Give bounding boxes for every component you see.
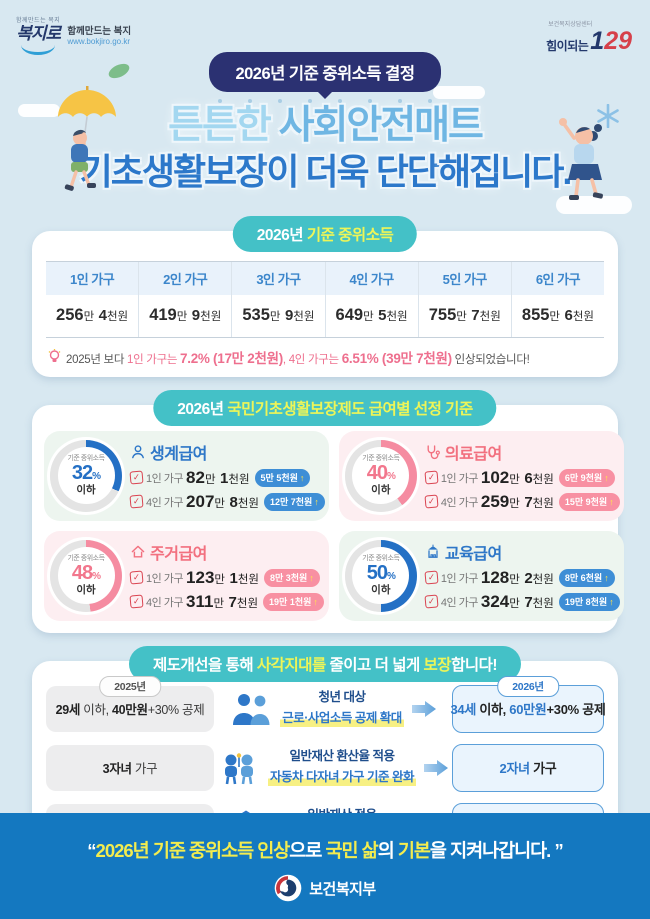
call-center-tiny-text: 보건복지상담센터 — [548, 22, 593, 28]
donut-40: 기준 중위소득 40% 이하 — [344, 439, 417, 512]
checkbox-icon: ✓ — [424, 594, 439, 609]
bokjiro-tagline: 함께만드는 복지 — [67, 25, 132, 37]
cloud-right — [556, 196, 632, 214]
benefit-box-juGeo: 기준 중위소득 48% 이하 주거급여 ✓ 1인 가구 123만 1천원 8만 … — [44, 530, 329, 621]
call-number-9: 9 — [618, 27, 632, 55]
increase-badge: 19만 1천원 ↑ — [263, 592, 324, 611]
benefit-row: ✓ 1인 가구 128만 2천원 8만 6천원 ↑ — [424, 568, 620, 588]
bokjiro-wordmark: 복지로 — [16, 24, 61, 43]
income-table: 1인 가구 256만 4천원 2인 가구 419만 9천원 3인 가구 535만… — [46, 260, 605, 338]
benefit-box-saengGye: 기준 중위소득 32% 이하 생계급여 ✓ 1인 가구 82만 1천원 5만 5… — [44, 430, 329, 521]
checkbox-icon: ✓ — [129, 494, 144, 509]
increase-badge: 5만 5천원 ↑ — [254, 468, 311, 487]
increase-badge: 6만 9천원 ↑ — [558, 468, 615, 487]
income-col-4: 4인 가구 649만 5천원 — [324, 261, 418, 337]
benefit-card-pill: 2026년 국민기초생활보장제도 급여별 선정 기준 — [153, 389, 497, 426]
headline-line1: 튼튼한 사회안전매트 — [168, 104, 484, 147]
benefit-row: ✓ 4인 가구 324만 7천원 19만 8천원 ↑ — [424, 592, 620, 612]
call-label: 힘이되는 — [546, 39, 589, 53]
children-icon — [225, 753, 254, 784]
income-increase-note: 2025년 보다 1인 가구는 7.2% (17만 2천원), 4인 가구는 6… — [48, 347, 602, 367]
footer-band: “2026년 기준 중위소득 인상으로 국민 삶의 기본을 지켜나갑니다. ” … — [0, 813, 650, 919]
checkbox-icon: ✓ — [424, 470, 439, 485]
house-icon — [131, 545, 145, 558]
benefit-box-uiRyo: 기준 중위소득 40% 이하 의료급여 ✓ 1인 가구 102만 6천원 6만 … — [338, 430, 624, 521]
increase-badge: 8만 6천원 ↑ — [558, 568, 615, 587]
income-col-5: 5인 가구 755만 7천원 — [417, 261, 511, 337]
increase-badge: 15만 9천원 ↑ — [558, 492, 620, 511]
arrow-right-icon — [411, 700, 436, 717]
benefit-row: ✓ 1인 가구 102만 6천원 6만 9천원 ↑ — [424, 468, 620, 488]
benefit-criteria-card: 2026년 국민기초생활보장제도 급여별 선정 기준 기준 중위소득 32% 이… — [32, 389, 624, 633]
bokjiro-logo: 함께만드는 복지 복지로 함께만드는 복지 www.bokjiro.go.kr — [16, 18, 131, 55]
improvement-row-youth: 2025년 29세 이하, 40만원+30% 공제 청년 대상 근로·사업소득 … — [46, 675, 606, 733]
bulb-icon — [48, 349, 61, 363]
bokjiro-smile-icon — [21, 43, 56, 55]
improvement-card-pill: 제도개선을 통해 사각지대를 줄이고 더 넓게 보장합니다! — [128, 645, 522, 682]
benefit-row: ✓ 4인 가구 259만 7천원 15만 9천원 ↑ — [424, 492, 620, 512]
benefit-row: ✓ 1인 가구 123만 1천원 8만 3천원 ↑ — [129, 568, 325, 588]
stethoscope-icon — [427, 445, 440, 459]
increase-badge: 19만 8천원 ↑ — [558, 592, 620, 611]
improvement-row-children: 3자녀 가구 일반재산 환산율 적용 자동차 다자녀 가구 기준 완화 2자녀 … — [46, 743, 604, 792]
benefit-row: ✓ 4인 가구 311만 7천원 19만 1천원 ↑ — [129, 592, 325, 612]
increase-badge: 8만 3천원 ↑ — [263, 568, 320, 587]
bokjiro-url: www.bokjiro.go.kr — [67, 37, 130, 47]
call-number-2: 2 — [604, 27, 618, 55]
dot-decoration — [0, 99, 650, 103]
before-box: 2025년 29세 이하, 40만원+30% 공제 — [46, 675, 214, 732]
school-icon — [428, 544, 438, 558]
benefit-title: 생계급여 — [150, 445, 207, 463]
after-box: 2026년 34세 이하, 60만원+30% 공제 — [450, 675, 606, 733]
up-arrow-icon: ↑ — [609, 596, 614, 607]
up-arrow-icon: ↑ — [604, 472, 609, 483]
increase-badge: 12만 7천원 ↑ — [263, 492, 325, 511]
income-card-pill: 2026년 기준 중위소득 — [232, 215, 418, 252]
donut-48: 기준 중위소득 48% 이하 — [50, 539, 122, 612]
call-number-1: 1 — [590, 27, 604, 55]
up-arrow-icon: ↑ — [309, 572, 314, 583]
headline-line2: 기초생활보장이 더욱 단단해집니다. — [79, 150, 573, 192]
donut-50: 기준 중위소득 50% 이하 — [344, 539, 417, 612]
up-arrow-icon: ↑ — [609, 496, 614, 507]
checkbox-icon: ✓ — [129, 570, 144, 585]
footer-quote: “2026년 기준 중위소득 인상으로 국민 삶의 기본을 지켜나갑니다. ” — [87, 840, 563, 861]
median-income-card: 2026년 기준 중위소득 1인 가구 256만 4천원 2인 가구 419만 … — [32, 215, 618, 377]
benefit-title: 의료급여 — [444, 445, 502, 463]
checkbox-icon: ✓ — [129, 470, 144, 485]
bokjiro-tiny-text: 함께만드는 복지 — [16, 18, 61, 24]
business-people-icon — [233, 693, 270, 725]
before-box: 3자녀 가구 — [46, 744, 214, 791]
arrow-right-icon — [423, 759, 448, 776]
income-col-1: 1인 가구 256만 4천원 — [46, 261, 139, 337]
up-arrow-icon: ↑ — [604, 572, 609, 583]
government-emblem-icon — [274, 874, 302, 902]
after-box: 2자녀 가구 — [452, 743, 604, 792]
checkbox-icon: ✓ — [424, 570, 439, 585]
benefit-row: ✓ 1인 가구 82만 1천원 5만 5천원 ↑ — [129, 468, 325, 488]
checkbox-icon: ✓ — [129, 594, 144, 609]
income-col-6: 6인 가구 855만 6천원 — [510, 261, 605, 337]
checkbox-icon: ✓ — [424, 494, 439, 509]
benefit-title: 교육급여 — [444, 545, 502, 563]
person-icon — [132, 445, 144, 459]
decision-badge: 2026년 기준 중위소득 결정 — [209, 52, 441, 92]
up-arrow-icon: ↑ — [314, 496, 319, 507]
income-col-2: 2인 가구 419만 9천원 — [138, 261, 232, 337]
benefit-title: 주거급여 — [150, 545, 207, 563]
benefit-box-gyoYuk: 기준 중위소득 50% 이하 교육급여 ✓ 1인 가구 128만 2천원 8만 … — [338, 530, 624, 621]
ministry-logo: 보건복지부 — [0, 874, 650, 902]
up-arrow-icon: ↑ — [313, 596, 318, 607]
benefit-row: ✓ 4인 가구 207만 8천원 12만 7천원 ↑ — [129, 492, 325, 512]
year-tab-2026: 2026년 — [497, 675, 559, 697]
income-col-3: 3인 가구 535만 9천원 — [231, 261, 325, 337]
up-arrow-icon: ↑ — [299, 472, 305, 483]
year-tab-2025: 2025년 — [99, 675, 161, 697]
donut-32: 기준 중위소득 32% 이하 — [50, 439, 122, 512]
